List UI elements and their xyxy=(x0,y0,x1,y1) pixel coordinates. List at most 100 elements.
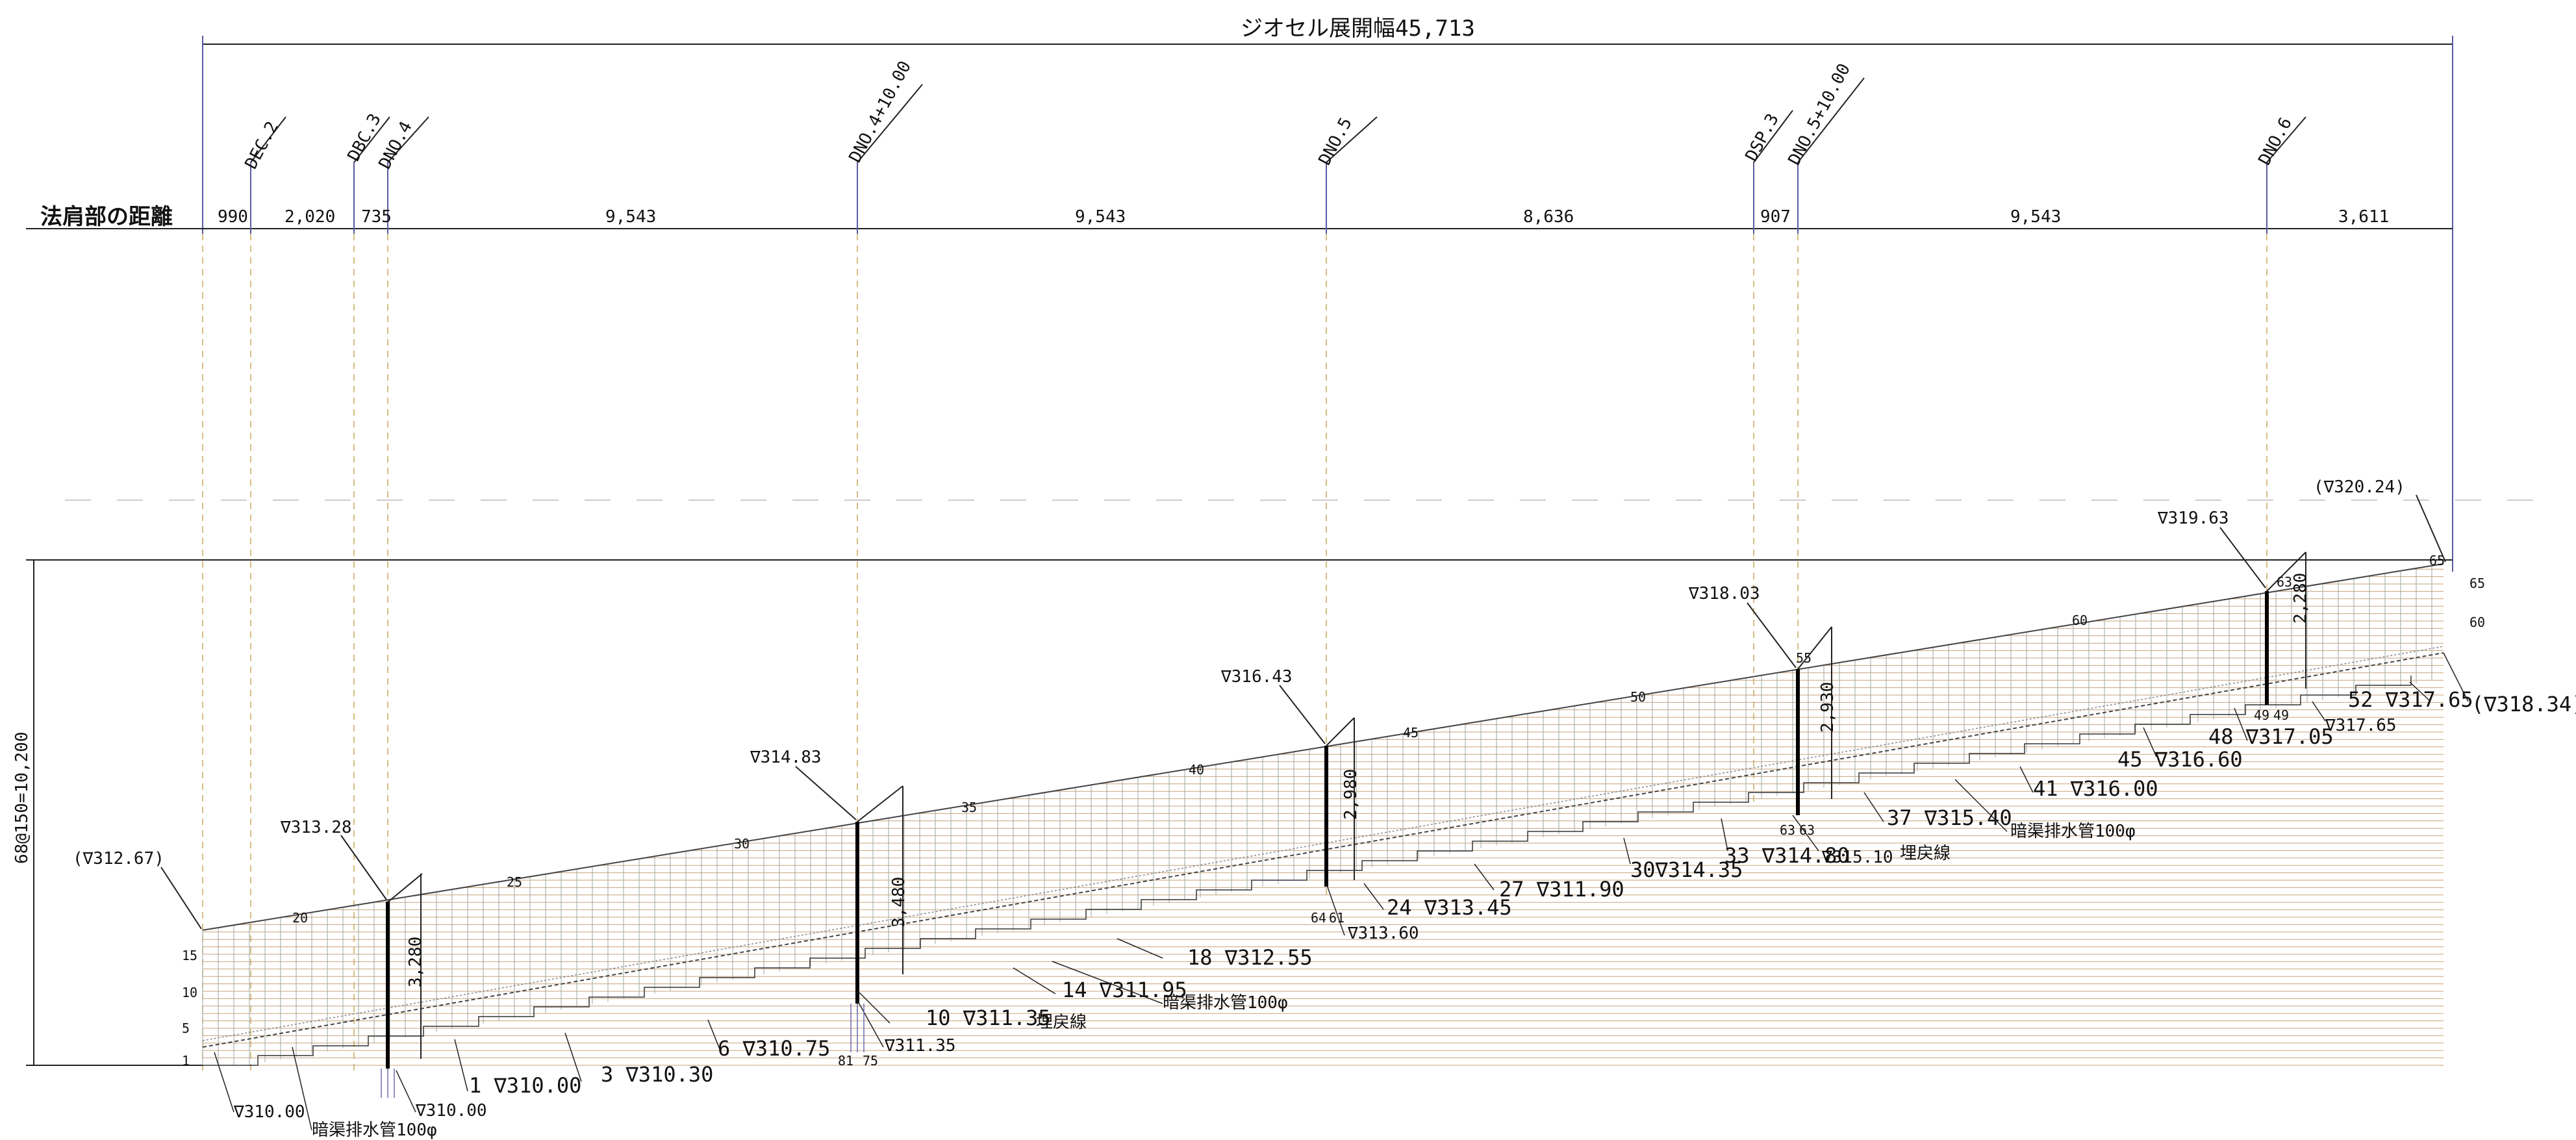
svg-text:∇319.63: ∇319.63 xyxy=(2157,509,2229,528)
svg-text:(∇312.67): (∇312.67) xyxy=(73,849,164,868)
svg-text:3,280: 3,280 xyxy=(406,937,425,987)
layer-numbers: 1 5 10 15 20 25 30 35 40 45 50 55 60 65 … xyxy=(182,576,2485,1069)
svg-text:3,480: 3,480 xyxy=(889,877,909,928)
geocell-layers xyxy=(202,565,2443,1066)
station-leaders xyxy=(250,77,2306,163)
svg-text:41 ∇316.00: 41 ∇316.00 xyxy=(2033,776,2158,801)
svg-text:2,980: 2,980 xyxy=(1341,769,1361,820)
svg-text:64: 64 xyxy=(1311,910,1326,926)
svg-text:∇311.35: ∇311.35 xyxy=(884,1036,956,1056)
height-arrows xyxy=(388,551,2306,1059)
drain-label-2: 暗渠排水管100φ xyxy=(1163,993,1288,1013)
height-labels: 3,280 3,480 2,980 2,930 2,280 xyxy=(406,573,2310,987)
svg-text:63: 63 xyxy=(1780,822,1795,838)
svg-text:25: 25 xyxy=(507,874,522,890)
svg-text:14 ∇311.95: 14 ∇311.95 xyxy=(1062,978,1187,1002)
svg-text:∇316.43: ∇316.43 xyxy=(1220,667,1293,687)
svg-text:24 ∇313.45: 24 ∇313.45 xyxy=(1387,895,1512,920)
drain-label-3: 暗渠排水管100φ xyxy=(2010,822,2136,841)
svg-text:75: 75 xyxy=(863,1053,878,1069)
svg-text:30: 30 xyxy=(734,836,750,852)
svg-text:3,611: 3,611 xyxy=(2338,207,2389,227)
svg-text:(∇318.34): (∇318.34) xyxy=(2471,692,2576,716)
svg-text:990: 990 xyxy=(218,207,248,227)
svg-text:1 ∇310.00: 1 ∇310.00 xyxy=(469,1073,581,1098)
bottom-labels: ∇310.00 ∇310.00 1 ∇310.00 3 ∇310.30 6 ∇3… xyxy=(233,687,2576,1122)
svg-text:1: 1 xyxy=(182,1053,190,1069)
svg-text:45: 45 xyxy=(1403,725,1419,741)
svg-text:55: 55 xyxy=(1796,650,1812,666)
svg-text:8,636: 8,636 xyxy=(1523,207,1574,227)
svg-text:48 ∇317.05: 48 ∇317.05 xyxy=(2208,724,2334,749)
station-dno5-10: DNO.5+10.00 xyxy=(1785,60,1854,168)
svg-text:45 ∇316.60: 45 ∇316.60 xyxy=(2117,747,2243,772)
svg-text:735: 735 xyxy=(361,207,392,227)
svg-text:60: 60 xyxy=(2072,613,2088,628)
svg-text:61: 61 xyxy=(1329,910,1345,926)
height-dim-text: 68@150=10,200 xyxy=(12,732,32,865)
station-dec2: DEC.2 xyxy=(242,118,283,172)
drain-leaders xyxy=(292,779,2008,1131)
overall-dimension-text: ジオセル展開幅45,713 xyxy=(1241,16,1475,42)
svg-text:2,020: 2,020 xyxy=(284,207,335,227)
svg-text:6 ∇310.75: 6 ∇310.75 xyxy=(718,1036,830,1061)
svg-text:∇313.60: ∇313.60 xyxy=(1347,924,1419,943)
svg-text:9,543: 9,543 xyxy=(605,207,656,227)
pile-marks: 81 75 64 61 63 63 49 49 63 65 xyxy=(838,553,2445,1069)
svg-text:65: 65 xyxy=(2469,576,2485,591)
crest-line xyxy=(202,563,2444,931)
station-dsp3: DSP.3 xyxy=(1742,110,1783,164)
svg-text:10: 10 xyxy=(182,985,197,1000)
svg-text:52 ∇317.65: 52 ∇317.65 xyxy=(2348,687,2473,712)
svg-text:9,543: 9,543 xyxy=(1075,207,1126,227)
svg-text:27 ∇311.90: 27 ∇311.90 xyxy=(1499,877,1624,902)
svg-text:49: 49 xyxy=(2273,707,2289,723)
svg-text:50: 50 xyxy=(1630,689,1646,705)
svg-text:37 ∇315.40: 37 ∇315.40 xyxy=(1887,805,2012,830)
svg-text:∇317.65: ∇317.65 xyxy=(2325,716,2397,735)
svg-text:∇313.28: ∇313.28 xyxy=(280,818,352,837)
svg-text:35: 35 xyxy=(961,800,977,815)
svg-text:2,280: 2,280 xyxy=(2291,573,2310,624)
svg-text:9,543: 9,543 xyxy=(2010,207,2061,227)
svg-text:81: 81 xyxy=(838,1053,853,1069)
svg-text:18 ∇312.55: 18 ∇312.55 xyxy=(1187,945,1313,970)
svg-text:∇314.83: ∇314.83 xyxy=(750,748,822,767)
station-dno4-10: DNO.4+10.00 xyxy=(846,58,915,166)
svg-text:10 ∇311.35: 10 ∇311.35 xyxy=(926,1006,1051,1030)
backfill-label-2: 埋戻線 xyxy=(1900,844,1951,863)
svg-text:40: 40 xyxy=(1189,762,1204,778)
crest-leaders xyxy=(160,494,2446,930)
foundation-line-2 xyxy=(202,646,2444,1041)
pile-sticks xyxy=(381,1004,865,1098)
svg-text:30∇314.35: 30∇314.35 xyxy=(1630,857,1743,882)
svg-text:907: 907 xyxy=(1760,207,1791,227)
stepped-base-outline xyxy=(203,676,2412,1066)
svg-text:∇310.00: ∇310.00 xyxy=(233,1102,305,1122)
svg-text:20: 20 xyxy=(292,910,308,926)
bottom-leaders xyxy=(214,652,2469,1113)
svg-text:2,930: 2,930 xyxy=(1818,682,1837,733)
foundation-line xyxy=(202,652,2444,1048)
svg-text:60: 60 xyxy=(2469,614,2485,630)
svg-text:3 ∇310.30: 3 ∇310.30 xyxy=(601,1062,713,1087)
station-dno6: DNO.6 xyxy=(2255,114,2296,168)
heavy-pillars xyxy=(386,591,2269,1069)
crest-levels: (∇312.67) ∇313.28 ∇314.83 ∇316.43 ∇318.0… xyxy=(73,477,2405,868)
row-label: 法肩部の距離 xyxy=(40,204,173,230)
svg-text:∇310.00: ∇310.00 xyxy=(415,1101,487,1121)
svg-text:65: 65 xyxy=(2429,553,2445,568)
backfill-label-1: 埋戻線 xyxy=(1036,1013,1087,1032)
svg-text:63: 63 xyxy=(2277,574,2292,590)
svg-text:(∇320.24): (∇320.24) xyxy=(2314,477,2405,497)
distance-values: 990 2,020 735 9,543 9,543 8,636 907 9,54… xyxy=(218,207,2389,227)
svg-text:∇318.03: ∇318.03 xyxy=(1688,584,1760,603)
drain-label-1: 暗渠排水管100φ xyxy=(312,1121,437,1140)
svg-text:33 ∇314.80: 33 ∇314.80 xyxy=(1724,843,1850,868)
svg-text:5: 5 xyxy=(182,1020,190,1036)
station-lines xyxy=(250,162,2267,234)
svg-text:∇315.10: ∇315.10 xyxy=(1821,848,1893,867)
svg-text:49: 49 xyxy=(2254,707,2269,723)
svg-text:63: 63 xyxy=(1799,822,1815,838)
